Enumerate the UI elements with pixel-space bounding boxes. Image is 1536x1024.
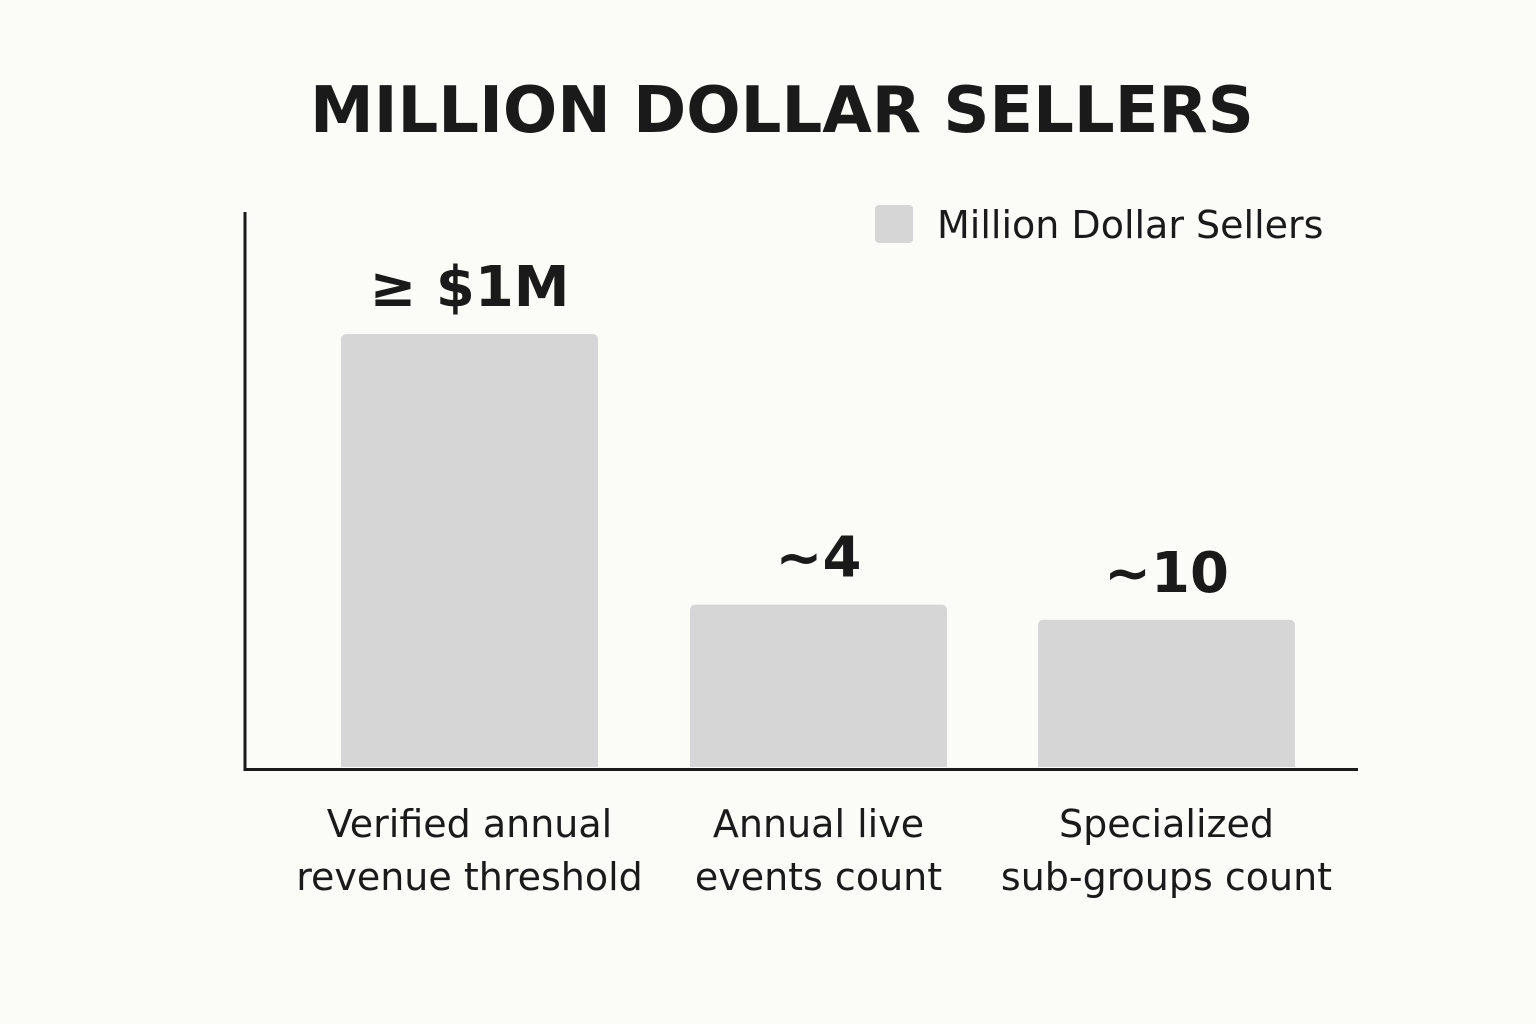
category-label: Verified annual revenue threshold bbox=[296, 802, 643, 899]
legend: Million Dollar Sellers bbox=[875, 203, 1323, 247]
data-label: ~4 bbox=[776, 526, 862, 591]
legend-label: Million Dollar Sellers bbox=[937, 203, 1323, 247]
bar bbox=[341, 334, 598, 767]
data-label: ~10 bbox=[1104, 541, 1229, 606]
bar bbox=[690, 604, 947, 767]
category-label-line: revenue threshold bbox=[296, 855, 643, 899]
legend-swatch bbox=[875, 205, 913, 243]
category-label: Specialized sub-groups count bbox=[1001, 802, 1332, 899]
category-label-line: sub-groups count bbox=[1001, 855, 1332, 899]
bars bbox=[341, 334, 1295, 767]
data-labels: ≥ $1M ~4 ~10 bbox=[369, 255, 1228, 606]
bar bbox=[1038, 619, 1295, 767]
data-label: ≥ $1M bbox=[369, 255, 569, 320]
category-labels: Verified annual revenue threshold Annual l… bbox=[296, 802, 1332, 899]
chart-title: MILLION DOLLAR SELLERS bbox=[310, 74, 1254, 148]
category-label-line: Verified annual bbox=[327, 802, 613, 846]
category-label: Annual live events count bbox=[695, 802, 942, 899]
category-label-line: Specialized bbox=[1059, 802, 1274, 846]
category-label-line: events count bbox=[695, 855, 942, 899]
category-label-line: Annual live bbox=[713, 802, 924, 846]
